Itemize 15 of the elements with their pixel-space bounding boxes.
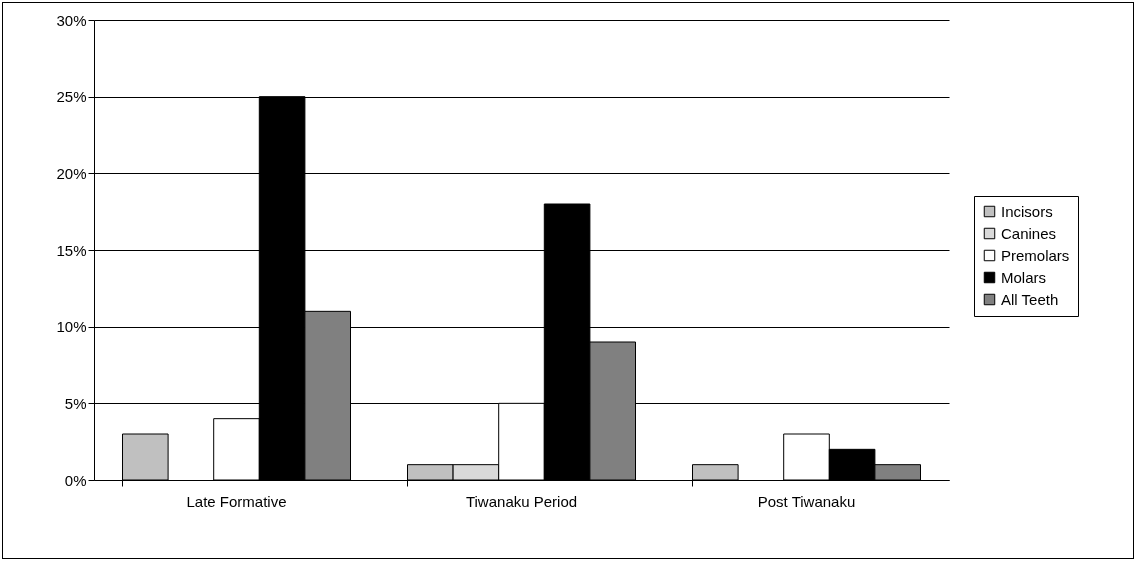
legend-label: Canines [1001,224,1057,242]
y-tick-label: 5% [64,394,87,412]
y-tick-label: 20% [56,164,87,182]
y-tick-label: 25% [56,88,87,106]
legend-label: All Teeth [1001,290,1059,308]
legend-label: Premolars [1001,246,1070,264]
legend-label: Molars [1001,268,1047,286]
y-tick-label: 10% [56,318,87,336]
y-tick-label: 0% [64,471,87,489]
x-tick-label: Tiwanaku Period [465,492,578,510]
y-tick-label: 15% [56,241,87,259]
x-tick-label: Late Formative [186,492,287,510]
x-tick-label: Post Tiwanaku [757,492,856,510]
y-tick-label: 30% [56,11,87,29]
legend-label: Incisors [1001,202,1053,220]
